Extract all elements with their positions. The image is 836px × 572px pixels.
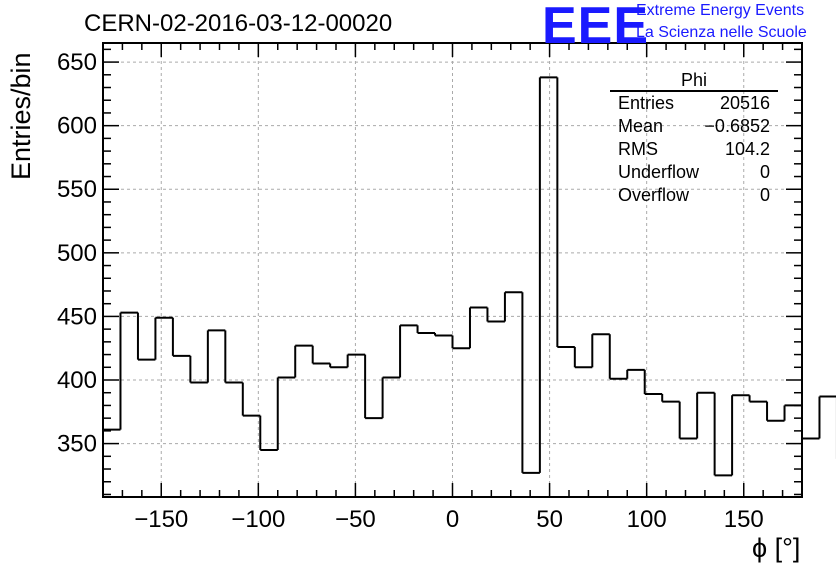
y-tick-label: 500 bbox=[57, 240, 97, 267]
x-tick-label: 100 bbox=[627, 506, 667, 533]
x-axis: −150 −100 −50 0 50 100 150 bbox=[102, 43, 803, 533]
x-tick-label: −150 bbox=[134, 506, 188, 533]
stats-row: Entries 20516 bbox=[610, 92, 778, 115]
eee-logo: EEE bbox=[542, 0, 650, 55]
grid-lines bbox=[103, 43, 802, 497]
stats-title: Phi bbox=[610, 70, 778, 92]
y-tick-label: 350 bbox=[57, 431, 97, 458]
x-tick-label: −100 bbox=[231, 506, 285, 533]
stats-box: Phi Entries 20516 Mean −0.6852 RMS 104.2 Un… bbox=[610, 70, 778, 207]
y-axis: 350 400 450 500 550 600 650 bbox=[57, 48, 802, 496]
y-tick-label: 450 bbox=[57, 303, 97, 330]
stats-value: 20516 bbox=[719, 93, 770, 113]
x-tick-label: −50 bbox=[335, 506, 376, 533]
stats-label: Mean bbox=[618, 116, 664, 136]
y-tick-label: 550 bbox=[57, 176, 97, 203]
chart-title: CERN-02-2016-03-12-00020 bbox=[84, 10, 393, 37]
stats-value: 104.2 bbox=[724, 139, 770, 159]
x-tick-label: 0 bbox=[446, 506, 459, 533]
stats-value: 0 bbox=[759, 185, 770, 205]
y-tick-label: 400 bbox=[57, 367, 97, 394]
y-tick-label: 600 bbox=[57, 113, 97, 140]
y-tick-label: 650 bbox=[57, 49, 97, 76]
histogram-series bbox=[102, 76, 836, 497]
stats-row: Mean −0.6852 bbox=[610, 115, 778, 138]
stats-label: Overflow bbox=[618, 185, 690, 205]
x-tick-label: 50 bbox=[536, 506, 563, 533]
stats-row: Underflow 0 bbox=[610, 161, 778, 184]
stats-value: 0 bbox=[759, 162, 770, 182]
stats-label: Entries bbox=[618, 93, 675, 113]
logo-line-2: La Scienza nelle Scuole bbox=[636, 24, 807, 41]
x-tick-label: 150 bbox=[724, 506, 764, 533]
stats-label: RMS bbox=[618, 139, 658, 159]
stats-value: −0.6852 bbox=[704, 116, 770, 136]
x-axis-label: ϕ [°] bbox=[752, 533, 801, 563]
y-axis-label: Entries/bin bbox=[6, 52, 36, 180]
stats-label: Underflow bbox=[618, 162, 700, 182]
stats-row: RMS 104.2 bbox=[610, 138, 778, 161]
stats-row: Overflow 0 bbox=[610, 184, 778, 207]
logo-line-1: Extreme Energy Events bbox=[636, 2, 805, 19]
